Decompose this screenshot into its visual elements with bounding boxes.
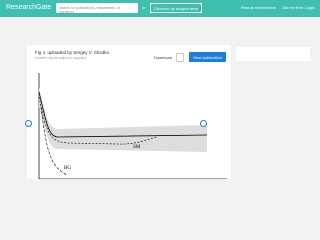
solid-line: [38, 91, 208, 138]
dashed-line: [38, 96, 158, 145]
page: ResearchGate Search for publications, re…: [0, 0, 320, 179]
icon-button[interactable]: [176, 53, 184, 62]
or-text: or: [142, 5, 146, 10]
figure-title: Fig 4. uploaded by Sergey V. Shedko: [35, 50, 110, 55]
dashed-line: [40, 106, 68, 176]
discover-button[interactable]: Discover by subject area: [150, 3, 202, 13]
nav-link[interactable]: Recruit researchers: [241, 5, 276, 10]
top-bar: ResearchGate Search for publications, re…: [0, 0, 320, 17]
figure-card: Fig 4. uploaded by Sergey V. Shedko Cont…: [27, 45, 231, 179]
nav-link[interactable]: Join for free: [282, 5, 304, 10]
prev-arrow[interactable]: [25, 120, 32, 127]
download-button[interactable]: Download: [154, 55, 172, 60]
nav-link[interactable]: Login: [305, 5, 315, 10]
line-label: SM: [133, 145, 141, 150]
search-box[interactable]: Search for publications, researchers, or…: [56, 3, 138, 14]
side-panel: [236, 47, 310, 61]
line-label: BG: [64, 166, 71, 171]
band: [39, 87, 207, 152]
logo[interactable]: ResearchGate: [6, 4, 52, 11]
figure-image: SM BG: [38, 73, 227, 179]
view-button[interactable]: View publication: [189, 52, 226, 62]
figure-subtitle: Content may be subject to copyright.: [35, 56, 87, 60]
next-arrow[interactable]: [200, 120, 207, 127]
